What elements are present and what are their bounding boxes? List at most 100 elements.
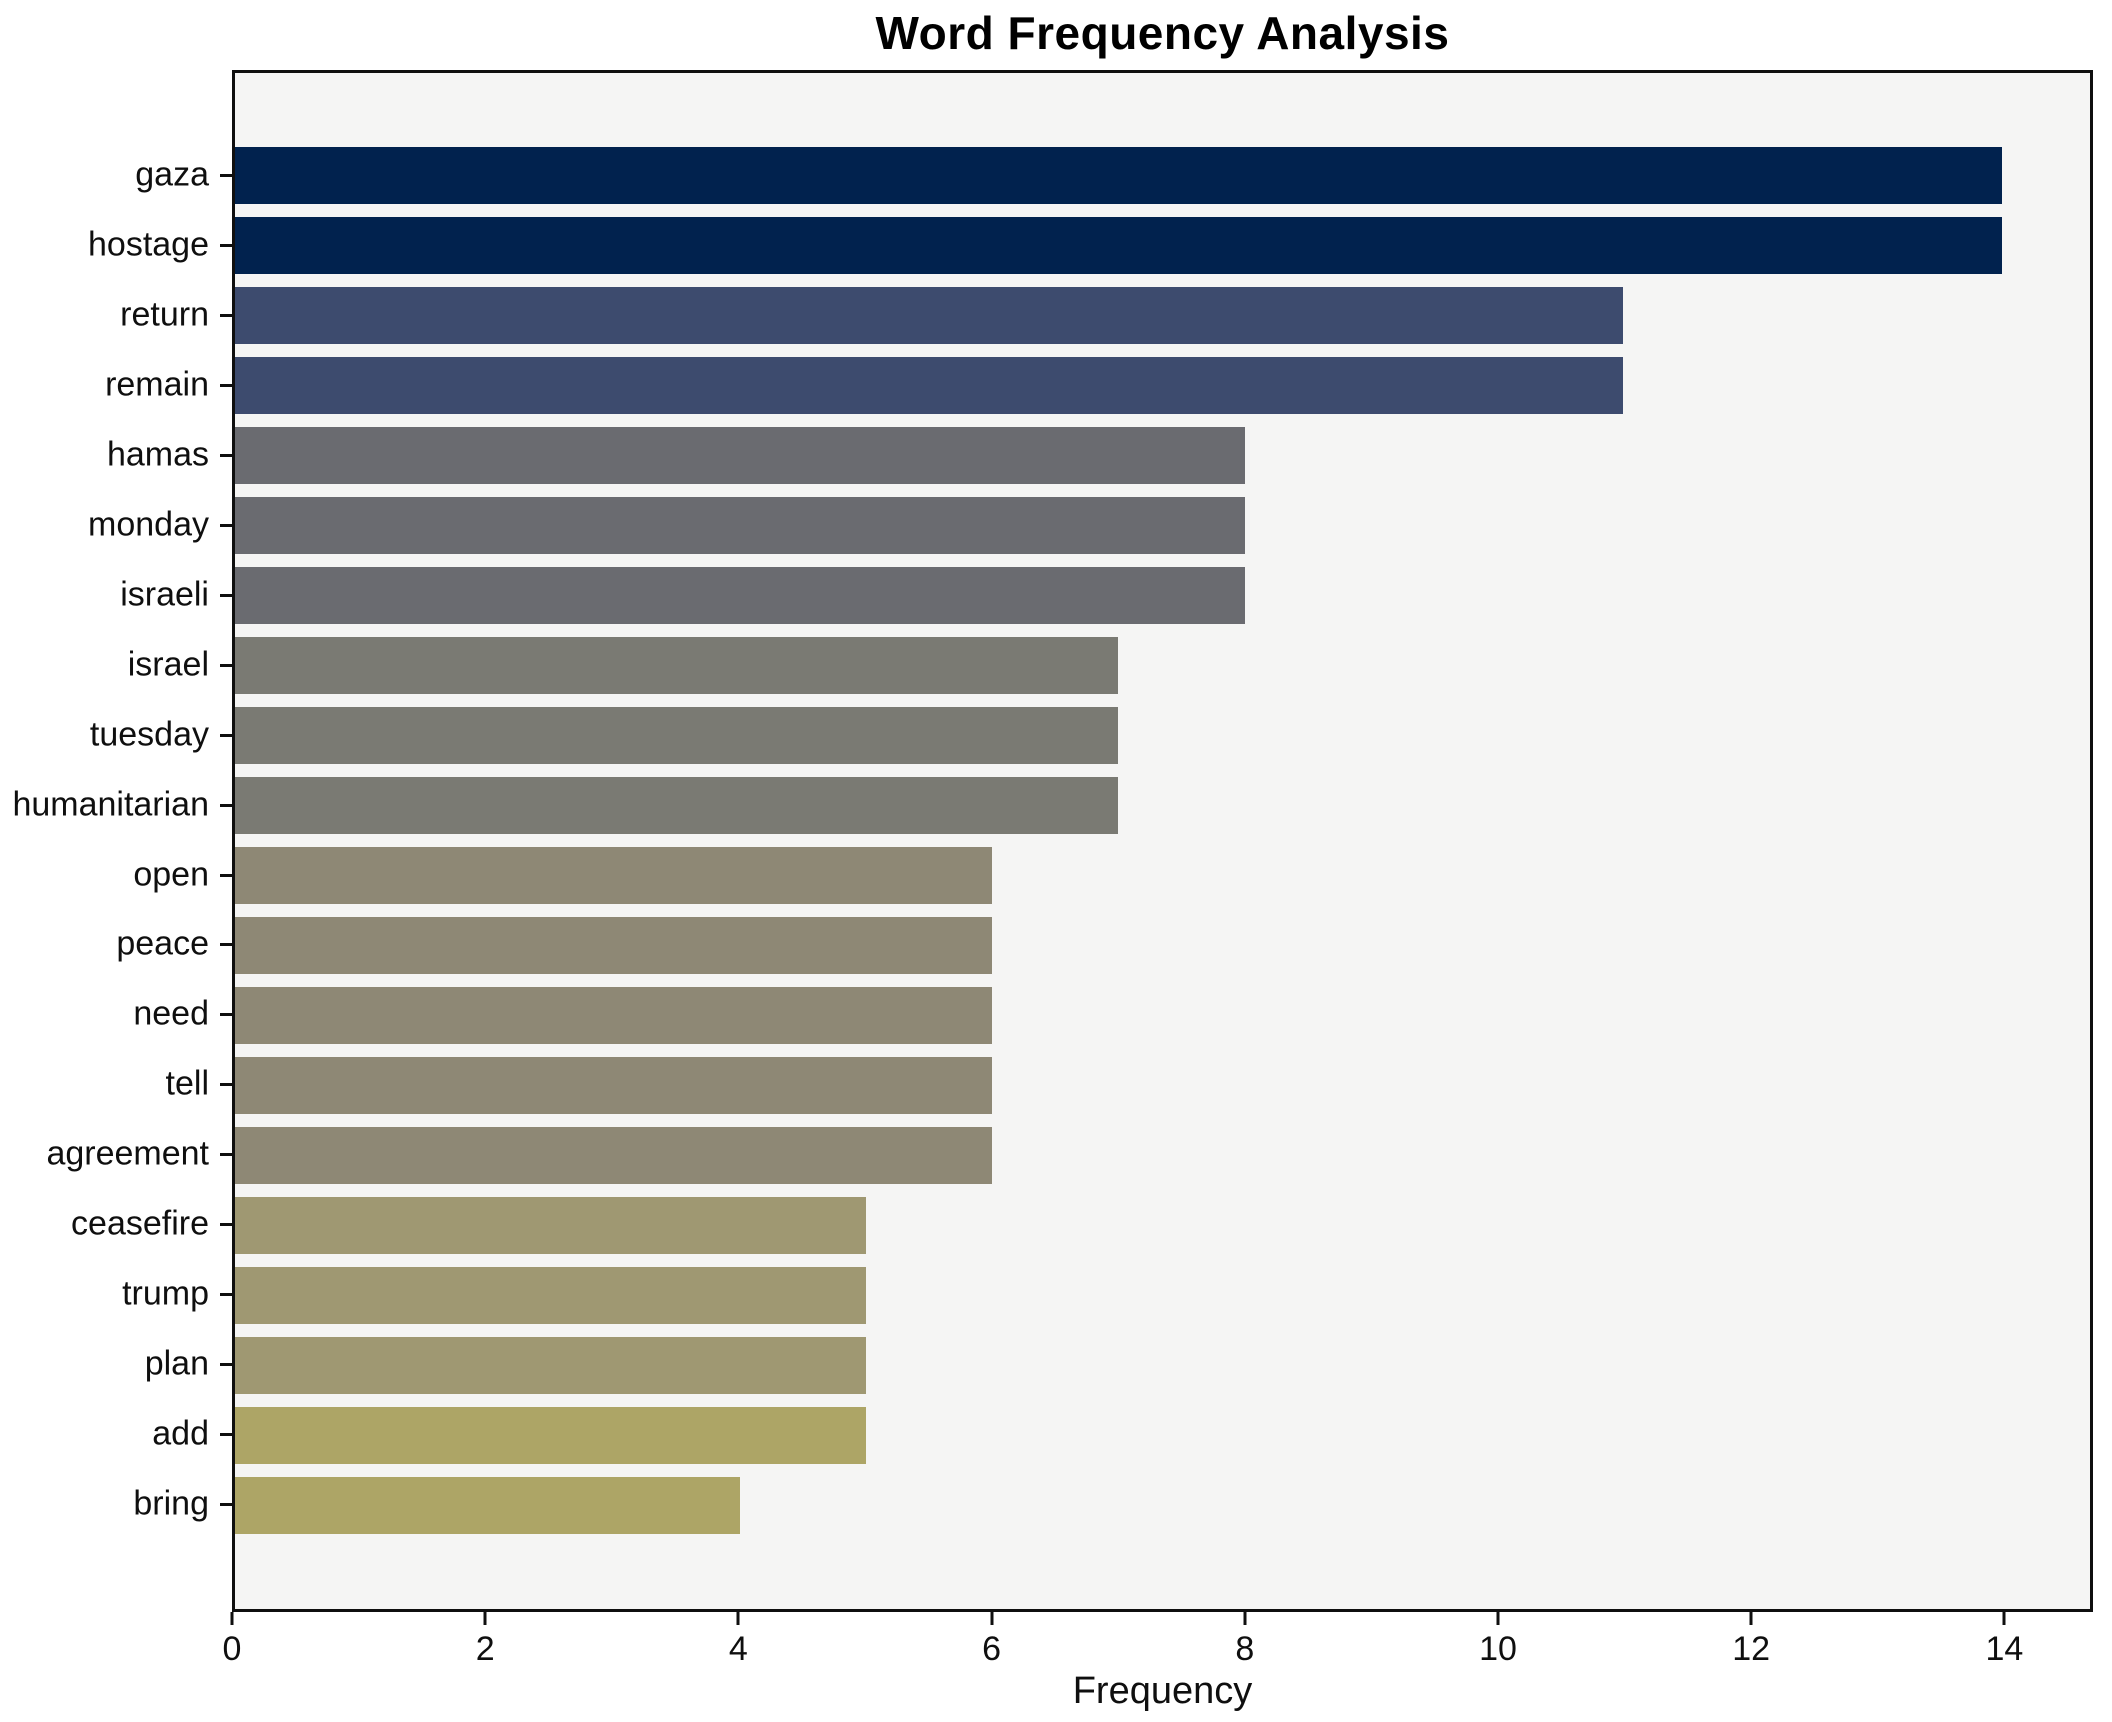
chart-title: Word Frequency Analysis [875, 7, 1450, 59]
bar-add [235, 1406, 866, 1464]
x-tick-label: 0 [222, 1630, 242, 1668]
x-tick-label: 8 [1235, 1630, 1255, 1668]
y-tick-mark [220, 663, 232, 667]
bar-humanitarian [235, 777, 1119, 835]
bar-trump [235, 1266, 866, 1324]
y-tick-mark [220, 383, 232, 387]
x-tick-label: 2 [475, 1630, 495, 1668]
y-tick-mark [220, 1223, 232, 1227]
x-tick-mark [736, 1612, 740, 1625]
y-tick-label: remain [105, 365, 209, 404]
x-tick-mark [230, 1612, 234, 1625]
bar-row: gaza [135, 141, 2090, 211]
bar-return [235, 287, 1624, 345]
bar-tuesday [235, 707, 1119, 765]
y-tick-mark [220, 1013, 232, 1017]
bar-tell [235, 1056, 993, 1114]
bar-row: bring [133, 1470, 2090, 1540]
bar-monday [235, 497, 1245, 555]
y-tick-label: hostage [88, 225, 209, 264]
y-tick-mark [220, 733, 232, 737]
y-tick-label: return [120, 295, 209, 334]
y-tick-mark [220, 1503, 232, 1507]
bar-row: hostage [88, 211, 2090, 281]
y-tick-label: monday [88, 505, 209, 544]
bar-row: plan [145, 1330, 2090, 1400]
x-axis-label: Frequency [1072, 1670, 1253, 1712]
y-tick-label: add [152, 1414, 209, 1453]
x-tick-label: 10 [1479, 1630, 1517, 1668]
bar-row: ceasefire [71, 1190, 2090, 1260]
y-tick-mark [220, 243, 232, 247]
y-tick-label: israel [127, 645, 209, 684]
y-tick-label: hamas [106, 435, 209, 474]
bar-row: peace [116, 910, 2090, 980]
y-tick-label: humanitarian [12, 785, 209, 824]
y-tick-mark [220, 173, 232, 177]
bar-hamas [235, 427, 1245, 485]
y-tick-mark [220, 453, 232, 457]
bar-hostage [235, 217, 2002, 275]
bar-row: tuesday [90, 701, 2090, 771]
y-tick-label: agreement [46, 1135, 209, 1174]
bars-container: gaza hostage return remain hamas monday israel… [12, 73, 2090, 1609]
plot-area: gaza hostage return remain hamas monday israel… [12, 70, 2093, 1612]
y-tick-mark [220, 803, 232, 807]
y-tick-mark [220, 593, 232, 597]
bar-row: return [120, 281, 2090, 351]
bar-agreement [235, 1126, 993, 1184]
bar-israel [235, 637, 1119, 695]
y-tick-label: open [133, 855, 209, 894]
bar-row: open [133, 841, 2090, 911]
y-tick-label: trump [122, 1274, 209, 1313]
y-tick-label: israeli [120, 575, 209, 614]
y-tick-label: tell [165, 1065, 209, 1104]
bar-peace [235, 916, 993, 974]
bar-plan [235, 1336, 866, 1394]
bar-row: trump [122, 1260, 2090, 1330]
y-tick-label: ceasefire [71, 1204, 209, 1243]
bar-israeli [235, 567, 1245, 625]
bar-row: add [152, 1400, 2090, 1470]
bar-row: agreement [46, 1120, 2090, 1190]
y-tick-label: gaza [135, 155, 209, 194]
x-tick-mark [1243, 1612, 1247, 1625]
bar-remain [235, 357, 1624, 415]
y-tick-mark [220, 1083, 232, 1087]
y-tick-mark [220, 1153, 232, 1157]
x-tick-mark [2002, 1612, 2006, 1625]
y-tick-mark [220, 523, 232, 527]
y-tick-label: bring [133, 1484, 209, 1523]
y-tick-mark [220, 1293, 232, 1297]
y-tick-label: plan [144, 1344, 209, 1383]
y-tick-mark [220, 873, 232, 877]
y-tick-mark [220, 1433, 232, 1437]
y-tick-mark [220, 943, 232, 947]
bar-ceasefire [235, 1196, 866, 1254]
bar-open [235, 847, 993, 904]
bar-row: tell [166, 1050, 2090, 1120]
x-tick-label: 6 [982, 1630, 1002, 1668]
bar-row: hamas [107, 421, 2090, 491]
bar-need [235, 986, 993, 1044]
x-tick-mark [483, 1612, 487, 1625]
bar-row: humanitarian [12, 771, 2090, 841]
y-tick-label: tuesday [89, 715, 209, 754]
bar-row: israel [128, 631, 2090, 701]
bar-row: remain [105, 351, 2090, 421]
y-tick-label: peace [116, 925, 209, 964]
x-axis: 0 2 4 6 8 10 12 14 [223, 1612, 2093, 1682]
y-tick-mark [220, 313, 232, 317]
x-tick-label: 4 [728, 1630, 748, 1668]
x-tick-mark [990, 1612, 994, 1625]
x-tick-mark [1749, 1612, 1753, 1625]
y-tick-mark [220, 1363, 232, 1367]
bar-row: need [133, 980, 2090, 1050]
x-tick-mark [1496, 1612, 1500, 1625]
x-tick-label: 12 [1732, 1630, 1771, 1668]
bar-row: israeli [120, 561, 2090, 631]
y-tick-label: need [133, 995, 209, 1034]
bar-bring [235, 1476, 740, 1534]
bar-gaza [235, 147, 2002, 205]
